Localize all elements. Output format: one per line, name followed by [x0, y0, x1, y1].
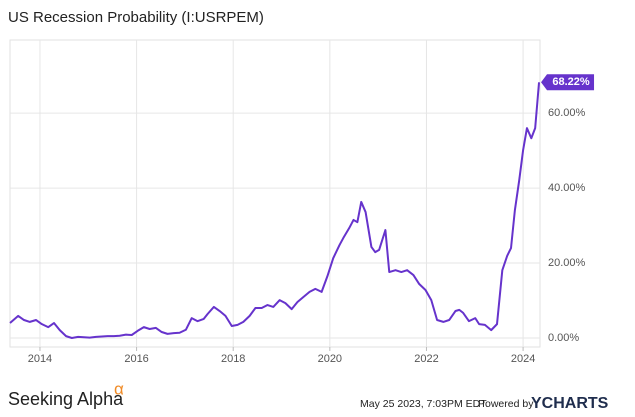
y-tick-label: 40.00%: [548, 182, 586, 194]
brand-mark: α: [114, 379, 124, 398]
plot-frame: [9, 39, 541, 348]
powered-by: Powered by: [478, 398, 534, 410]
brand: Seeking Alpha: [8, 389, 124, 409]
plot: [9, 82, 541, 339]
timestamp: May 25 2023, 7:03PM EDT.: [360, 398, 488, 410]
x-tick-label: 2016: [124, 353, 148, 365]
x-tick-label: 2024: [511, 353, 535, 365]
y-tick-label: 20.00%: [548, 257, 586, 269]
line: [9, 82, 541, 339]
x-tick-label: 2018: [221, 353, 245, 365]
value-label-box: [541, 74, 595, 91]
value-label: 68.22%: [552, 76, 590, 88]
chart-title: US Recession Probability (I:USRPEM): [8, 9, 264, 26]
x-tick-label: 2020: [318, 353, 342, 365]
logo: YCHARTS: [531, 395, 609, 412]
y-tick-label: 0.00%: [548, 332, 579, 344]
x-tick-label: 2022: [414, 353, 438, 365]
y-tick-label: 60.00%: [548, 107, 586, 119]
grid: [10, 40, 540, 351]
x-tick-label: 2014: [28, 353, 52, 365]
